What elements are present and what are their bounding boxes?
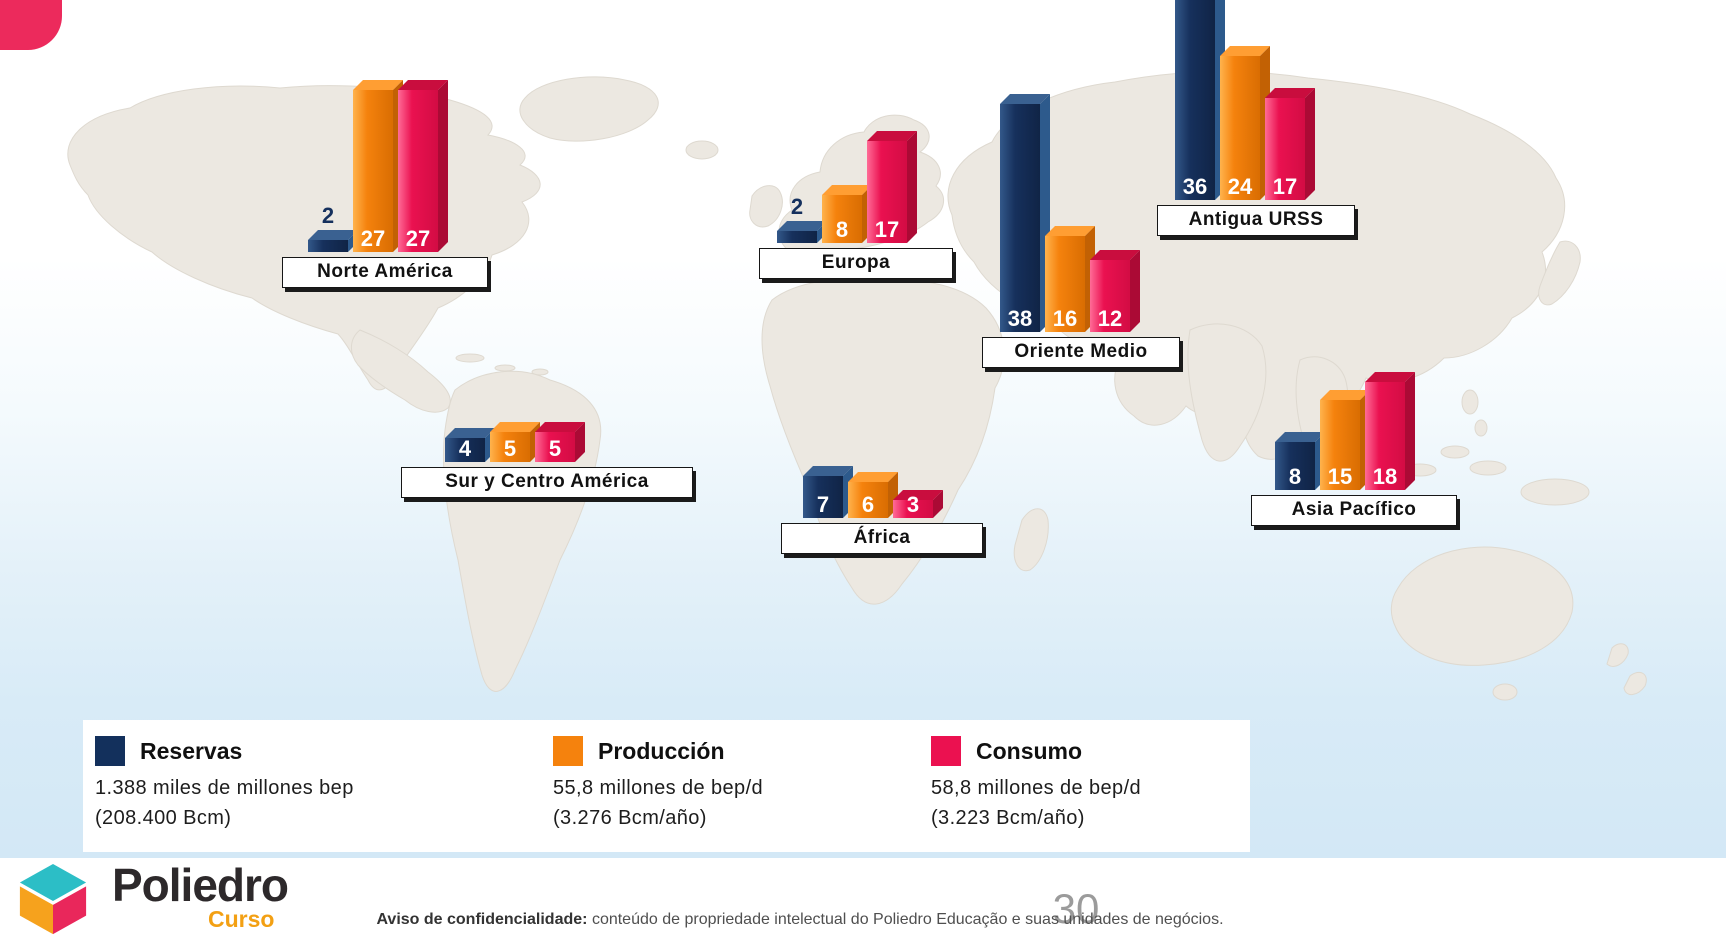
bar-value: 7: [816, 491, 830, 517]
region-label-text: Oriente Medio: [1014, 341, 1148, 362]
bar-consumo: 18: [1365, 382, 1405, 490]
region-label: Asia Pacífico: [1251, 495, 1457, 526]
bar-value: 17: [1272, 173, 1298, 199]
legend-consumo: Consumo 58,8 millones de bep/d (3.223 Bc…: [931, 736, 1141, 830]
bar-consumo: 27: [398, 90, 438, 252]
confidentiality-disclaimer: Aviso de confidencialidade: conteúdo de …: [0, 911, 1600, 929]
bar-reservas: 7: [803, 476, 843, 518]
bar-value: 18: [1372, 463, 1398, 489]
bar-produccion: 8: [822, 195, 862, 243]
bar-reservas: 8: [1275, 442, 1315, 490]
bar-value: 4: [458, 435, 472, 461]
legend-value-line: (3.223 Bcm/año): [931, 807, 1085, 829]
world-map-background: [0, 0, 1726, 858]
region-label: África: [781, 523, 983, 554]
footer: Poliedro Curso: [0, 858, 1726, 936]
legend-value-line: (208.400 Bcm): [95, 807, 232, 829]
legend-produccion: Producción 55,8 millones de bep/d (3.276…: [553, 736, 763, 830]
bar-produccion: 6: [848, 482, 888, 518]
bar-reservas: 36: [1175, 0, 1215, 200]
region-label: Oriente Medio: [982, 337, 1180, 368]
bar-produccion: 5: [490, 432, 530, 462]
bar-value: 2: [321, 202, 335, 228]
bar-value: 27: [360, 225, 386, 251]
bar-value: 5: [503, 435, 517, 461]
bar-produccion: 15: [1320, 400, 1360, 490]
legend-title: Consumo: [976, 737, 1083, 764]
consumo-swatch-icon: [931, 736, 961, 766]
bar-value: 24: [1227, 173, 1253, 199]
produccion-swatch-icon: [553, 736, 583, 766]
disclaimer-bold: Aviso de confidencialidade:: [376, 911, 588, 928]
bar-reservas: 2: [308, 203, 348, 252]
bar-value: 15: [1327, 463, 1353, 489]
bar-value: 8: [1288, 463, 1302, 489]
bar-reservas: 38: [1000, 104, 1040, 332]
bar-value: 38: [1007, 305, 1033, 331]
legend-reservas: Reservas 1.388 miles de millones bep (20…: [95, 736, 354, 830]
reservas-swatch-icon: [95, 736, 125, 766]
region-label-text: Europa: [821, 252, 891, 273]
bar-value: 6: [861, 491, 875, 517]
world-map: [67, 71, 1647, 701]
bar-value: 12: [1097, 305, 1123, 331]
bar-reservas: 4: [445, 435, 485, 462]
bar-consumo: 12: [1090, 260, 1130, 332]
legend-value-line: 1.388 miles de millones bep: [95, 777, 354, 799]
bar-value: 36: [1182, 173, 1208, 199]
logo-text: Poliedro Curso: [112, 859, 289, 936]
poliedro-logo: Poliedro Curso: [16, 859, 289, 936]
bar-consumo: 3: [893, 492, 933, 518]
logo-subtitle: Curso: [208, 906, 275, 932]
region-label: Norte América: [282, 257, 488, 288]
logo-title: Poliedro: [112, 859, 289, 911]
legend-title: Producción: [598, 737, 725, 764]
poliedro-logo-cube-icon: [19, 863, 87, 935]
bar-value: 2: [790, 193, 804, 219]
bar-produccion: 27: [353, 90, 393, 252]
region-label-text: Asia Pacífico: [1291, 499, 1417, 520]
disclaimer-text: conteúdo de propriedade intelectual do P…: [591, 911, 1224, 928]
legend-title: Reservas: [140, 737, 243, 764]
bar-produccion: 24: [1220, 56, 1260, 200]
region-label: Sur y Centro América: [401, 467, 693, 498]
bar-consumo: 5: [535, 432, 575, 462]
legend-value-line: (3.276 Bcm/año): [553, 807, 707, 829]
region-label-text: Sur y Centro América: [445, 471, 649, 492]
bar-value: 3: [906, 491, 920, 517]
bar-produccion: 16: [1045, 236, 1085, 332]
bar-value: 5: [548, 435, 562, 461]
region-label: Europa: [759, 248, 953, 279]
bar-value: 8: [835, 216, 849, 242]
region-label-text: Norte América: [317, 261, 453, 282]
region-label-text: Antigua URSS: [1188, 209, 1324, 230]
legend-value-line: 58,8 millones de bep/d: [931, 777, 1142, 799]
region-label: Antigua URSS: [1157, 205, 1355, 236]
region-label-text: África: [853, 527, 911, 548]
bar-value: 27: [405, 225, 431, 251]
bar-consumo: 17: [867, 141, 907, 243]
bar-consumo: 17: [1265, 98, 1305, 200]
legend-value-line: 55,8 millones de bep/d: [553, 777, 764, 799]
bar-reservas: 2: [777, 194, 817, 243]
page-number: 30: [1052, 885, 1100, 932]
bar-value: 16: [1052, 305, 1078, 331]
legend: Reservas 1.388 miles de millones bep (20…: [83, 720, 1250, 852]
bar-value: 17: [874, 216, 900, 242]
